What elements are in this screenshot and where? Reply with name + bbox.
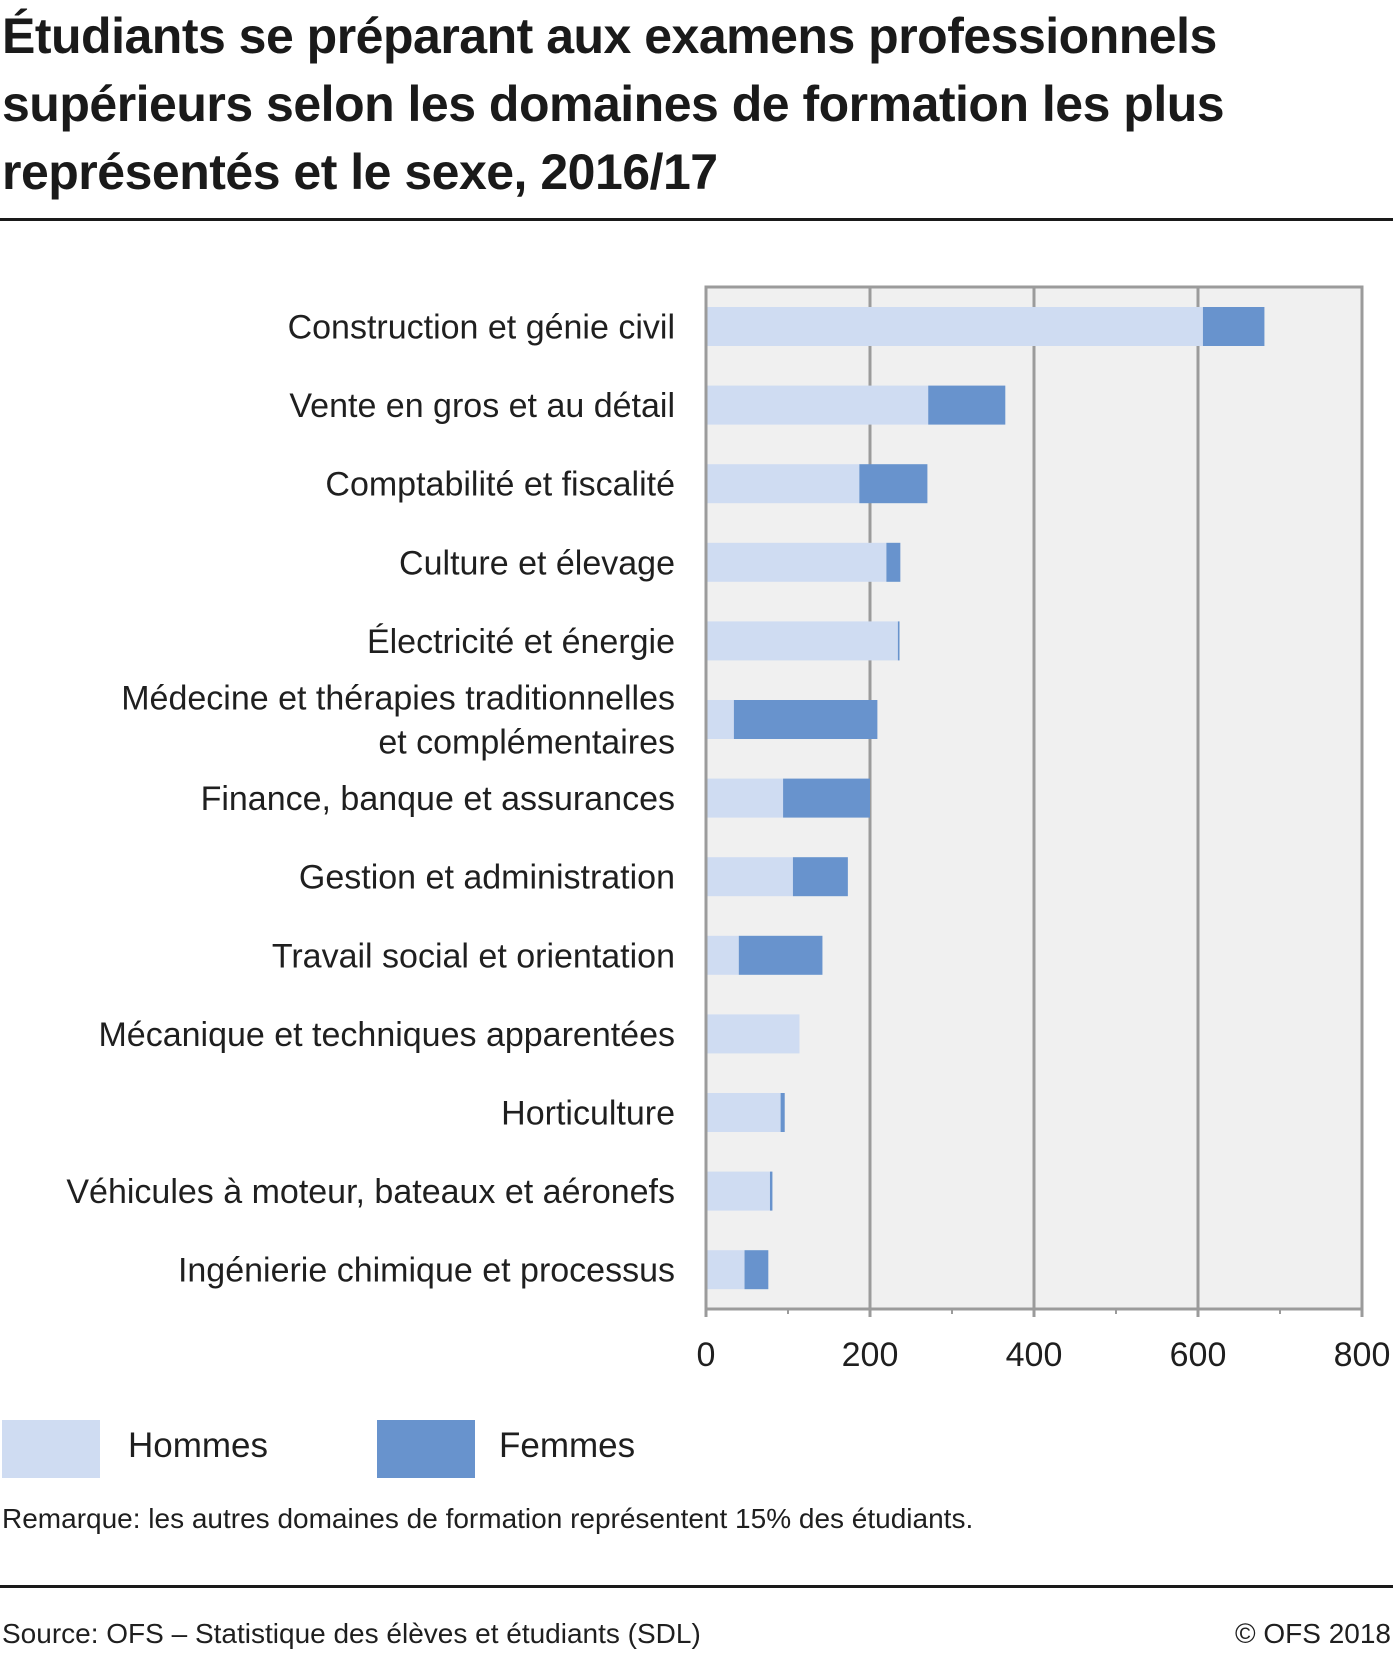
bar-femmes [738,935,823,975]
legend-label-hommes: Hommes [128,1426,269,1465]
chart-title: Étudiants se préparant aux examens profe… [2,2,1382,206]
category-label: Vente en gros et au détail [289,387,675,425]
bar-femmes [733,700,878,739]
bar-hommes [706,307,1203,346]
bar-femmes [792,857,848,897]
category-label: Comptabilité et fiscalité [325,466,675,504]
bar-femmes [897,621,900,661]
chart-title-line: supérieurs selon les domaines de formati… [2,76,1225,132]
category-label: Horticulture [501,1095,675,1133]
bar-hommes [706,385,929,425]
bar-hommes [706,1250,745,1290]
x-tick-label: 200 [842,1336,899,1374]
source-text: Source: OFS – Statistique des élèves et … [2,1618,701,1649]
legend-swatch-hommes [2,1420,100,1478]
category-label: Culture et élevage [399,544,675,582]
category-label: et complémentaires [378,724,675,762]
copyright-text: © OFS 2018 [1234,1618,1391,1649]
bar-hommes [706,935,739,975]
x-tick-label: 0 [697,1336,716,1374]
bar-hommes [706,464,860,504]
bar-femmes [1202,307,1265,346]
category-label: Électricité et énergie [367,623,675,661]
bar-hommes [706,700,734,739]
bar-femmes [928,385,1006,425]
title-divider [0,218,1393,221]
bar-hommes [706,1093,781,1132]
category-label: Médecine et thérapies traditionnelles [121,680,675,718]
category-label: Travail social et orientation [272,937,675,975]
x-tick-label: 600 [1170,1336,1227,1374]
chart-title-line: représentés et le sexe, 2016/17 [2,144,718,200]
category-label: Finance, banque et assurances [201,780,675,818]
bar-hommes [706,1014,800,1054]
bar-femmes [886,542,901,582]
x-tick-label: 400 [1006,1336,1063,1374]
category-label: Véhicules à moteur, bateaux et aéronefs [66,1173,675,1211]
bar-chart: Construction et génie civil Vente en gros… [66,285,1391,1374]
category-label: Gestion et administration [299,859,675,897]
bar-femmes [769,1171,773,1211]
footer-divider [0,1585,1393,1588]
legend-label-femmes: Femmes [499,1426,636,1465]
bar-hommes [706,542,887,582]
category-label: Mécanique et techniques apparentées [98,1016,675,1054]
bar-femmes [780,1093,785,1132]
bar-femmes [744,1250,769,1290]
chart-title-line: Étudiants se préparant aux examens profe… [2,8,1217,64]
chart-note: Remarque: les autres domaines de formati… [2,1503,974,1534]
legend-swatch-femmes [377,1420,475,1478]
x-tick-label: 800 [1334,1336,1391,1374]
bar-femmes [783,778,870,818]
bar-hommes [706,778,784,818]
category-label: Ingénierie chimique et processus [178,1252,675,1290]
bar-hommes [706,621,898,661]
bar-hommes [706,1171,770,1211]
category-label: Construction et génie civil [288,309,675,347]
bar-femmes [859,464,928,504]
bar-hommes [706,857,793,897]
